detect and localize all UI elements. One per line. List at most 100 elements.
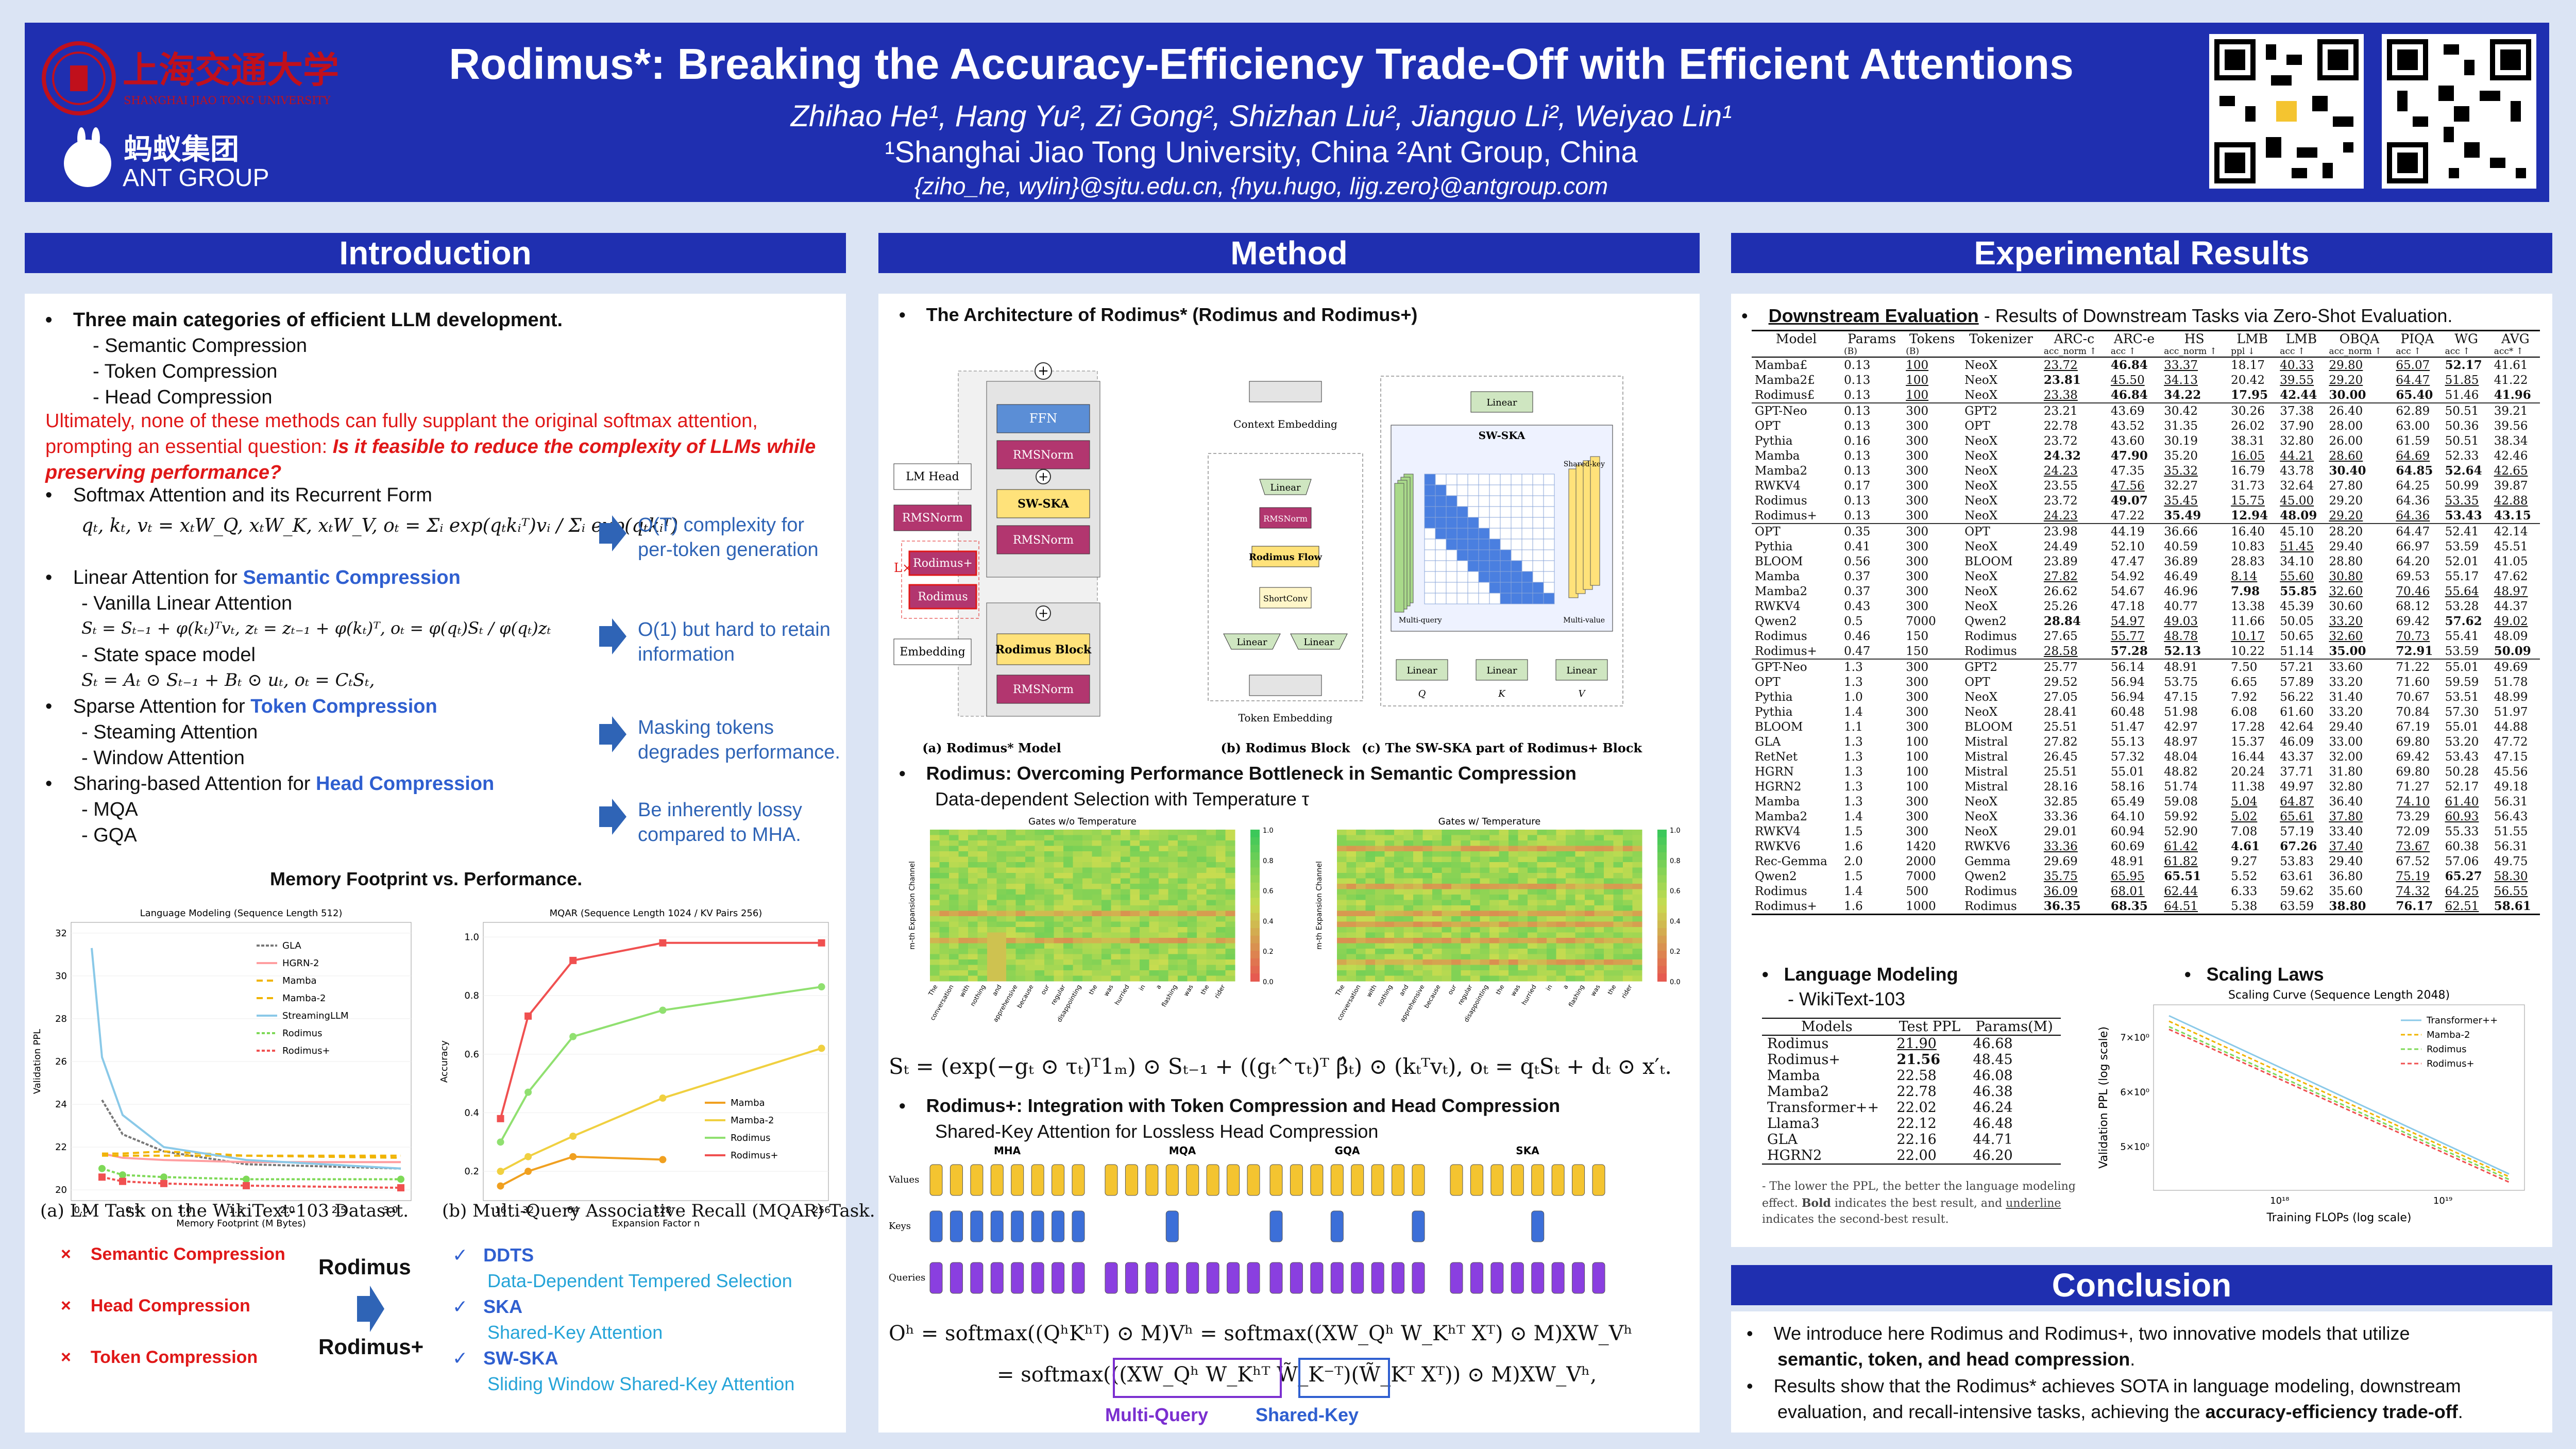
grid-cell — [1446, 506, 1458, 518]
link-head-compression[interactable]: Head Compression — [315, 773, 495, 795]
table-cell: 35.75 — [2043, 869, 2078, 883]
heat-cell — [1604, 905, 1614, 911]
query-head — [1392, 1262, 1405, 1294]
heat-cell — [1006, 905, 1016, 911]
heat-cell — [1413, 975, 1423, 982]
heat-cell — [1035, 840, 1045, 846]
heat-cell — [1073, 884, 1083, 889]
heat-cell — [1225, 840, 1235, 846]
grid-cell — [1543, 474, 1555, 485]
heat-cell — [1356, 932, 1366, 938]
heat-cell — [1159, 884, 1168, 889]
heat-cell — [1403, 856, 1414, 863]
table-cell: Rodimus — [1964, 644, 2017, 658]
heat-cell — [1082, 965, 1092, 971]
heat-cell — [1528, 851, 1537, 857]
poster-title: Rodimus*: Breaking the Accuracy-Efficien… — [449, 40, 2074, 88]
heat-cell — [1356, 851, 1366, 857]
table-cell: 64.51 — [2164, 899, 2198, 913]
heat-cell — [1375, 927, 1385, 933]
table-cell: 42.14 — [2490, 523, 2540, 539]
heat-cell — [1632, 867, 1642, 873]
heat-cell — [958, 975, 969, 982]
heat-cell — [1480, 867, 1490, 873]
heat-cell — [1461, 846, 1471, 852]
heat-cell — [1044, 938, 1054, 943]
downstream-table: Model Params Tokens Tokenizer ARC-c ARC-e HS LM… — [1752, 330, 2540, 915]
qr-code-paper[interactable] — [2209, 34, 2364, 189]
table-cell: 32.80 — [2280, 434, 2314, 448]
table-cell: 65.95 — [2110, 869, 2145, 883]
table-cell: 36.35 — [2043, 899, 2081, 913]
heat-cell — [1375, 878, 1385, 884]
grid-cell — [1478, 506, 1490, 518]
table-cell: NeoX — [1964, 810, 1998, 823]
heat-cell — [1566, 884, 1575, 889]
heat-cell — [1489, 916, 1499, 922]
heat-cell — [1480, 905, 1490, 911]
heat-cell — [1489, 949, 1499, 954]
series-line — [2168, 1025, 2510, 1181]
heat-cell — [977, 889, 988, 895]
heat-cell — [949, 884, 959, 889]
table-cell: 64.20 — [2396, 554, 2430, 568]
table-cell: OPT — [1961, 523, 2041, 539]
grid-cell — [1446, 474, 1458, 485]
table-cell: 17.95 — [2231, 388, 2268, 402]
heat-cell — [930, 943, 940, 949]
heat-cell — [987, 959, 997, 965]
heat-cell — [1489, 830, 1499, 835]
heat-cell — [1442, 943, 1452, 949]
heat-cell — [1035, 965, 1045, 971]
heat-cell — [1461, 970, 1471, 976]
heat-cell — [1489, 927, 1499, 933]
table-cell: 40.59 — [2164, 540, 2198, 553]
grid-cell — [1456, 495, 1468, 507]
heat-cell — [1159, 927, 1168, 933]
table-cell: GLA — [1755, 735, 1781, 749]
table-cell: 55.41 — [2445, 629, 2479, 643]
heat-cell — [1422, 943, 1433, 949]
query-head — [1125, 1262, 1138, 1294]
heat-cell — [1537, 959, 1547, 965]
qr-code-code[interactable] — [2382, 34, 2536, 189]
heat-cell — [1044, 949, 1054, 954]
heat-cell — [968, 830, 978, 835]
link-semantic-compression[interactable]: Semantic Compression — [243, 567, 461, 588]
table-cell: 15.75 — [2231, 494, 2265, 508]
heat-cell — [1509, 975, 1518, 982]
heat-cell — [1528, 840, 1537, 846]
grid-cell — [1532, 571, 1544, 583]
heat-cell — [1499, 970, 1509, 976]
grid-cell — [1543, 549, 1555, 561]
rodimus-plus-label: Rodimus+ — [318, 1335, 424, 1359]
heat-cell — [1082, 867, 1092, 873]
value-head — [1145, 1164, 1159, 1196]
table-cell: 48.99 — [2494, 690, 2528, 704]
table-cell: 64.47 — [2393, 523, 2442, 539]
svg-text:+: + — [1038, 606, 1048, 620]
heat-cell — [1442, 862, 1452, 868]
heat-cell — [939, 862, 950, 868]
heat-cell — [958, 905, 969, 911]
svg-text:Multi-value: Multi-value — [1563, 616, 1605, 625]
y-tick-label: 26 — [55, 1056, 67, 1067]
table-row: RWKV4 0.17 300 NeoX 23.55 47.56 32.27 31.73 32.6… — [1752, 478, 2540, 493]
heat-cell — [1121, 851, 1130, 857]
table-cell: 27.82 — [2043, 569, 2078, 583]
colorbar-label: 0.6 — [1670, 888, 1681, 896]
heat-cell — [987, 889, 997, 895]
heat-cell — [939, 905, 950, 911]
heat-cell — [1585, 954, 1595, 960]
query-head — [1592, 1262, 1605, 1294]
heat-cell — [1225, 884, 1235, 889]
link-token-compression[interactable]: Token Compression — [250, 696, 437, 717]
heat-cell — [1528, 959, 1537, 965]
heat-cell — [949, 975, 959, 982]
table-cell: 49.75 — [2494, 854, 2528, 868]
table-cell: 100 — [1906, 358, 1929, 372]
heat-cell — [1044, 911, 1054, 917]
heat-cell — [1197, 840, 1207, 846]
heat-cell — [1178, 840, 1188, 846]
table-cell: 2000 — [1906, 854, 1936, 868]
